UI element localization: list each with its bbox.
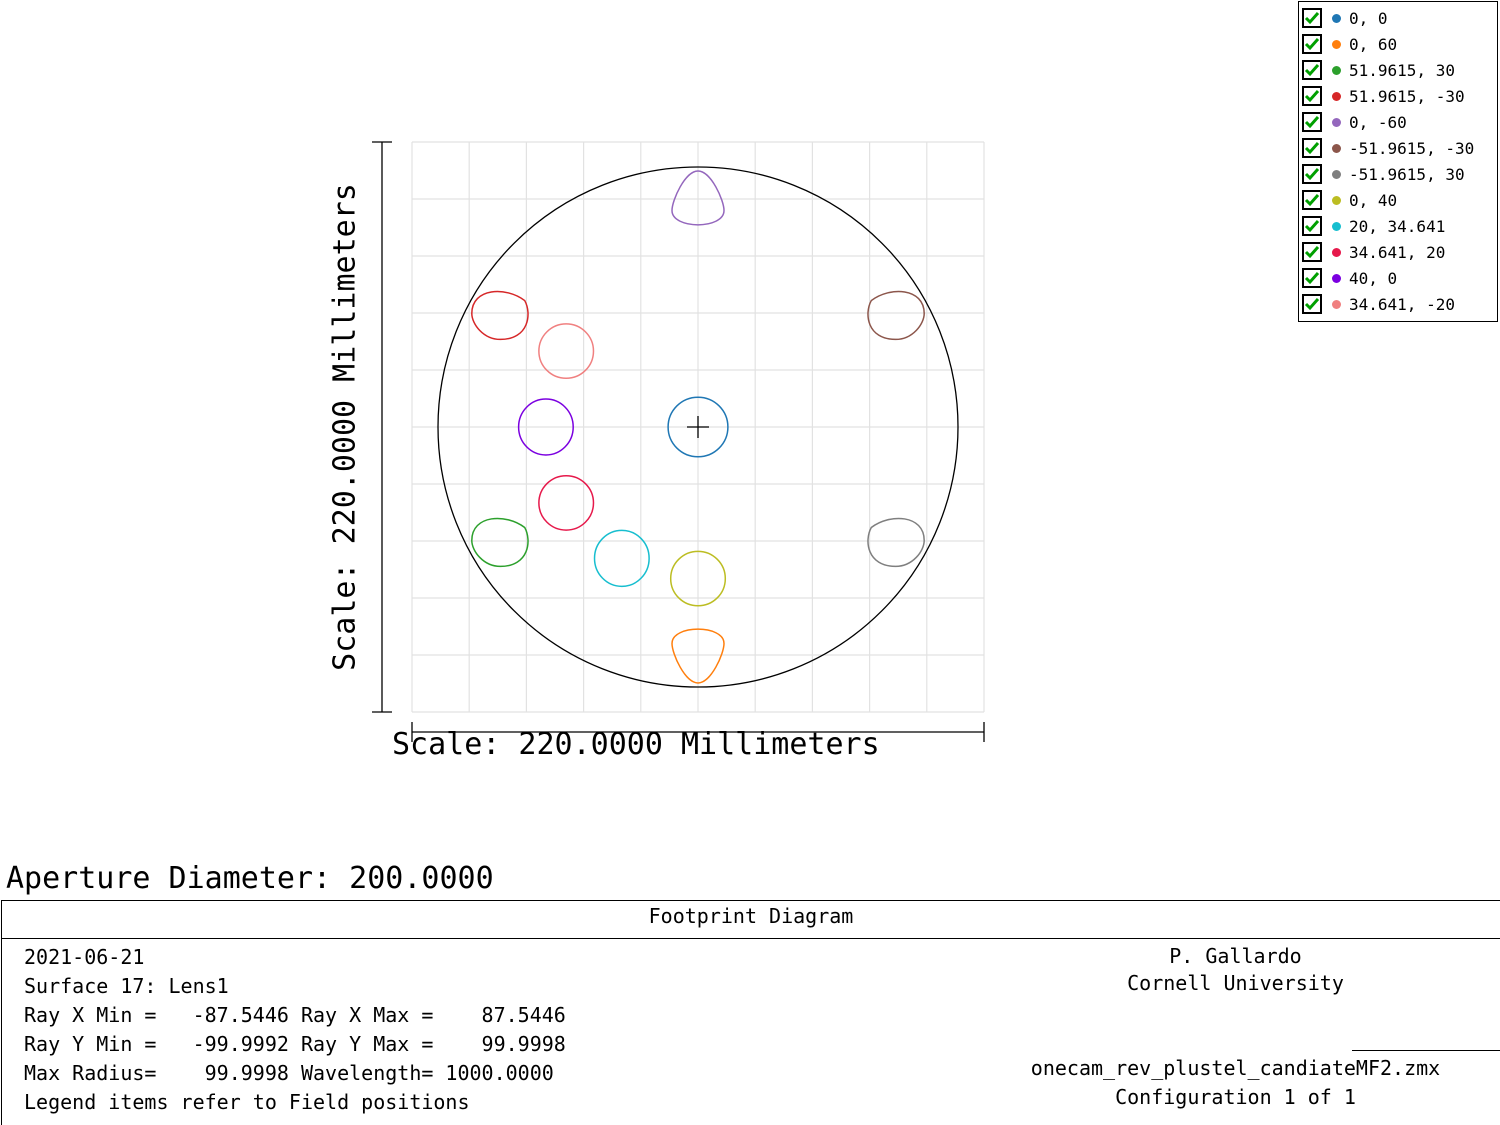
check-icon: [1304, 38, 1320, 51]
legend-label: 0, 60: [1349, 34, 1398, 54]
footprint-6: [867, 517, 925, 568]
legend-item[interactable]: 40, 0: [1302, 266, 1397, 290]
legend-item[interactable]: -51.9615, 30: [1302, 162, 1465, 186]
legend-checkbox[interactable]: [1302, 34, 1322, 54]
info-ray-x: Ray X Min = -87.5446 Ray X Max = 87.5446: [24, 1003, 566, 1027]
info-details: 2021-06-21 Surface 17: Lens1 Ray X Min =…: [24, 943, 566, 1117]
legend-marker: [1332, 273, 1341, 283]
legend-label: 51.9615, -30: [1349, 86, 1465, 106]
info-max-radius: Max Radius= 99.9998 Wavelength= 1000.000…: [24, 1061, 554, 1085]
legend-label: -51.9615, -30: [1349, 138, 1475, 158]
check-icon: [1304, 90, 1320, 103]
check-icon: [1304, 272, 1320, 285]
legend-label: 20, 34.641: [1349, 216, 1446, 236]
info-legend-note: Legend items refer to Field positions: [24, 1090, 470, 1114]
footprint-plot: [372, 141, 985, 742]
legend-item[interactable]: 34.641, -20: [1302, 292, 1455, 316]
aperture-circle: [437, 166, 959, 688]
check-icon: [1304, 64, 1320, 77]
legend-label: 0, 40: [1349, 190, 1398, 210]
footprint-10: [517, 398, 574, 456]
aperture-diameter-label: Aperture Diameter: 200.0000: [6, 861, 494, 896]
legend-label: 51.9615, 30: [1349, 60, 1455, 80]
legend-label: 0, 0: [1349, 8, 1388, 28]
file-divider: [1352, 1050, 1500, 1051]
legend-checkbox[interactable]: [1302, 190, 1322, 210]
info-org: Cornell University: [1127, 971, 1344, 995]
legend-item[interactable]: 51.9615, -30: [1302, 84, 1465, 108]
footprint-5: [867, 290, 925, 341]
footprint-3: [471, 290, 529, 341]
legend-item[interactable]: 20, 34.641: [1302, 214, 1445, 238]
legend-label: 34.641, 20: [1349, 242, 1446, 262]
legend-item[interactable]: 0, -60: [1302, 110, 1407, 134]
info-config: Configuration 1 of 1: [1115, 1085, 1356, 1109]
footprint-4: [671, 170, 725, 226]
legend-marker: [1332, 195, 1341, 205]
info-panel: Footprint Diagram 2021-06-21 Surface 17:…: [1, 900, 1500, 1125]
legend-marker: [1332, 299, 1341, 309]
legend-checkbox[interactable]: [1302, 112, 1322, 132]
legend-marker: [1332, 143, 1341, 153]
info-author: P. Gallardo: [1169, 944, 1302, 968]
check-icon: [1304, 246, 1320, 259]
legend-marker: [1332, 39, 1341, 49]
legend-checkbox[interactable]: [1302, 60, 1322, 80]
plot-grid: [411, 141, 985, 713]
legend-label: 40, 0: [1349, 268, 1398, 288]
info-date: 2021-06-21: [24, 945, 145, 969]
legend-marker: [1332, 169, 1341, 179]
legend-item[interactable]: 51.9615, 30: [1302, 58, 1455, 82]
check-icon: [1304, 298, 1320, 311]
legend-label: -51.9615, 30: [1349, 164, 1465, 184]
legend-item[interactable]: 0, 0: [1302, 6, 1388, 30]
info-ray-y: Ray Y Min = -99.9992 Ray Y Max = 99.9998: [24, 1032, 566, 1056]
legend-checkbox[interactable]: [1302, 242, 1322, 262]
footprint-2: [471, 517, 529, 568]
legend-checkbox[interactable]: [1302, 268, 1322, 288]
legend-checkbox[interactable]: [1302, 294, 1322, 314]
diagram-title: Footprint Diagram: [2, 901, 1500, 939]
x-scale-label: Scale: 220.0000 Millimeters: [392, 727, 880, 762]
legend-item[interactable]: 34.641, 20: [1302, 240, 1445, 264]
legend-marker: [1332, 117, 1341, 127]
check-icon: [1304, 116, 1320, 129]
info-file-block: onecam_rev_plustel_candiateMF2.zmx Confi…: [1002, 1054, 1469, 1112]
footprint-7: [669, 550, 727, 607]
center-crosshair: [687, 416, 709, 438]
legend-marker: [1332, 221, 1341, 231]
legend-item[interactable]: -51.9615, -30: [1302, 136, 1474, 160]
info-author-block: P. Gallardo Cornell University: [1002, 943, 1469, 997]
legend-item[interactable]: 0, 60: [1302, 32, 1397, 56]
info-file: onecam_rev_plustel_candiateMF2.zmx: [1030, 1056, 1441, 1080]
legend: 0, 0 0, 60 51.9615, 30 51.9615, -30 0, -60 -5…: [1298, 1, 1498, 322]
footprint-9: [538, 474, 595, 531]
check-icon: [1304, 220, 1320, 233]
check-icon: [1304, 168, 1320, 181]
legend-item[interactable]: 0, 40: [1302, 188, 1397, 212]
legend-checkbox[interactable]: [1302, 8, 1322, 28]
footprint-1: [671, 628, 725, 684]
footprint-0: [667, 396, 729, 458]
legend-marker: [1332, 65, 1341, 75]
legend-label: 34.641, -20: [1349, 294, 1455, 314]
legend-checkbox[interactable]: [1302, 138, 1322, 158]
legend-marker: [1332, 247, 1341, 257]
footprint-8: [593, 529, 650, 588]
check-icon: [1304, 194, 1320, 207]
footprint-series: [471, 170, 925, 684]
info-surface: Surface 17: Lens1: [24, 974, 229, 998]
check-icon: [1304, 142, 1320, 155]
legend-checkbox[interactable]: [1302, 164, 1322, 184]
legend-checkbox[interactable]: [1302, 86, 1322, 106]
legend-checkbox[interactable]: [1302, 216, 1322, 236]
check-icon: [1304, 12, 1320, 25]
legend-marker: [1332, 91, 1341, 101]
legend-marker: [1332, 13, 1341, 23]
scale-bars: [372, 141, 985, 742]
footprint-11: [538, 323, 595, 380]
legend-label: 0, -60: [1349, 112, 1407, 132]
